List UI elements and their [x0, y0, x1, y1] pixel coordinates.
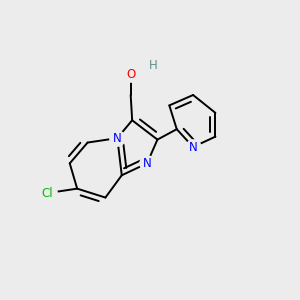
Text: H: H — [148, 59, 157, 72]
Text: N: N — [113, 132, 122, 145]
Text: N: N — [143, 157, 152, 170]
Text: O: O — [126, 68, 135, 81]
Text: Cl: Cl — [42, 187, 53, 200]
Text: N: N — [189, 140, 197, 154]
